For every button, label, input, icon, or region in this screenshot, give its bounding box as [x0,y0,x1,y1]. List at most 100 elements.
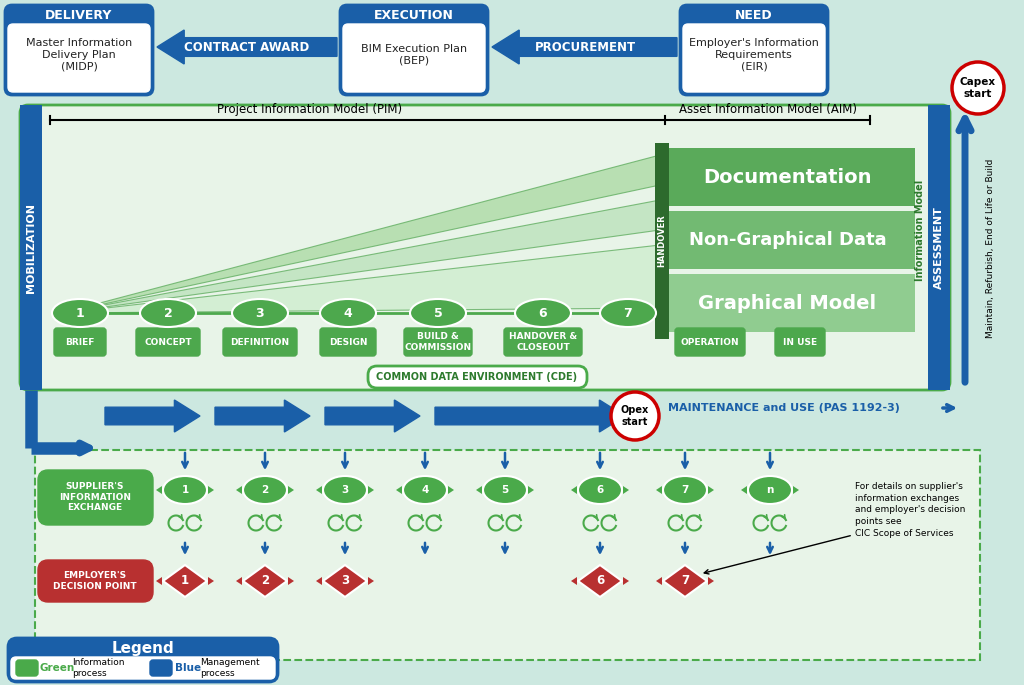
Polygon shape [243,565,287,597]
Text: Information
process: Information process [72,658,125,677]
FancyBboxPatch shape [11,657,275,679]
Polygon shape [288,577,294,585]
FancyBboxPatch shape [38,470,153,525]
Text: 6: 6 [596,485,603,495]
Polygon shape [105,400,200,432]
Text: Master Information
Delivery Plan
(MIDP): Master Information Delivery Plan (MIDP) [26,38,132,72]
Text: For details on supplier's
information exchanges
and employer's decision
points s: For details on supplier's information ex… [855,482,966,538]
Text: 4: 4 [421,485,429,495]
Polygon shape [325,400,420,432]
Polygon shape [62,155,660,313]
Polygon shape [62,245,660,313]
FancyBboxPatch shape [340,5,488,95]
Text: n: n [766,485,774,495]
Text: CONCEPT: CONCEPT [144,338,191,347]
Text: CONTRACT AWARD: CONTRACT AWARD [184,40,309,53]
Text: DEFINITION: DEFINITION [230,338,290,347]
Polygon shape [708,486,714,494]
Text: Green: Green [40,663,75,673]
Polygon shape [236,577,242,585]
Text: Opex
start: Opex start [621,406,649,427]
Circle shape [952,62,1004,114]
FancyBboxPatch shape [5,5,153,95]
Text: Information Model: Information Model [915,179,925,281]
Text: EXECUTION: EXECUTION [374,8,454,21]
Polygon shape [793,486,799,494]
Ellipse shape [600,299,656,327]
Text: 1: 1 [76,306,84,319]
Text: ASSESSMENT: ASSESSMENT [934,207,944,290]
Polygon shape [62,200,660,313]
Text: Employer's Information
Requirements
(EIR): Employer's Information Requirements (EIR… [689,38,819,72]
Text: COMMON DATA ENVIRONMENT (CDE): COMMON DATA ENVIRONMENT (CDE) [377,372,578,382]
Bar [20,105,42,390]
FancyBboxPatch shape [504,328,582,356]
Text: HANDOVER: HANDOVER [657,214,667,267]
Text: 7: 7 [624,306,633,319]
FancyBboxPatch shape [38,560,153,602]
Polygon shape [571,486,577,494]
Polygon shape [157,30,337,64]
Text: Documentation: Documentation [703,168,871,186]
Text: 3: 3 [341,485,348,495]
Text: 2: 2 [261,575,269,588]
Ellipse shape [663,476,707,504]
Bar [660,148,915,206]
Ellipse shape [52,299,108,327]
FancyBboxPatch shape [16,660,38,676]
Polygon shape [623,486,629,494]
Text: Legend: Legend [112,641,174,656]
Polygon shape [323,565,367,597]
FancyBboxPatch shape [683,24,825,92]
Text: OPERATION: OPERATION [681,338,739,347]
Text: PROCUREMENT: PROCUREMENT [535,40,636,53]
Bar [655,143,669,339]
Ellipse shape [163,476,207,504]
Ellipse shape [515,299,571,327]
FancyBboxPatch shape [404,328,472,356]
Text: BRIEF: BRIEF [66,338,94,347]
Ellipse shape [319,299,376,327]
Ellipse shape [578,476,622,504]
Polygon shape [623,577,629,585]
Polygon shape [163,565,207,597]
Text: 3: 3 [256,306,264,319]
Text: 1: 1 [181,575,189,588]
Ellipse shape [323,476,367,504]
Text: Maintain, Refurbish, End of Life or Build: Maintain, Refurbish, End of Life or Buil… [985,158,994,338]
FancyBboxPatch shape [680,5,828,95]
Text: Capex
start: Capex start [959,77,996,99]
Polygon shape [528,486,534,494]
Text: BUILD &
COMMISSION: BUILD & COMMISSION [404,332,472,351]
Text: 6: 6 [596,575,604,588]
Circle shape [611,392,659,440]
Text: 2: 2 [164,306,172,319]
FancyBboxPatch shape [223,328,297,356]
Text: SUPPLIER'S
INFORMATION
EXCHANGE: SUPPLIER'S INFORMATION EXCHANGE [59,482,131,512]
Text: MAINTENANCE and USE (PAS 1192-3): MAINTENANCE and USE (PAS 1192-3) [668,403,900,413]
Polygon shape [476,486,482,494]
Polygon shape [656,486,662,494]
Polygon shape [208,486,214,494]
Polygon shape [316,486,322,494]
Bar [35,450,980,660]
Polygon shape [708,577,714,585]
FancyBboxPatch shape [368,366,587,388]
FancyBboxPatch shape [343,24,485,92]
Ellipse shape [232,299,288,327]
Polygon shape [396,486,402,494]
Polygon shape [236,486,242,494]
Text: 5: 5 [502,485,509,495]
Polygon shape [571,577,577,585]
Bar [660,211,915,269]
Text: 1: 1 [181,485,188,495]
Text: 7: 7 [681,575,689,588]
Text: 7: 7 [681,485,689,495]
Ellipse shape [140,299,196,327]
Text: Graphical Model: Graphical Model [698,293,877,312]
Polygon shape [368,486,374,494]
FancyBboxPatch shape [136,328,200,356]
Text: DESIGN: DESIGN [329,338,368,347]
FancyBboxPatch shape [8,638,278,682]
Bar [928,105,950,390]
